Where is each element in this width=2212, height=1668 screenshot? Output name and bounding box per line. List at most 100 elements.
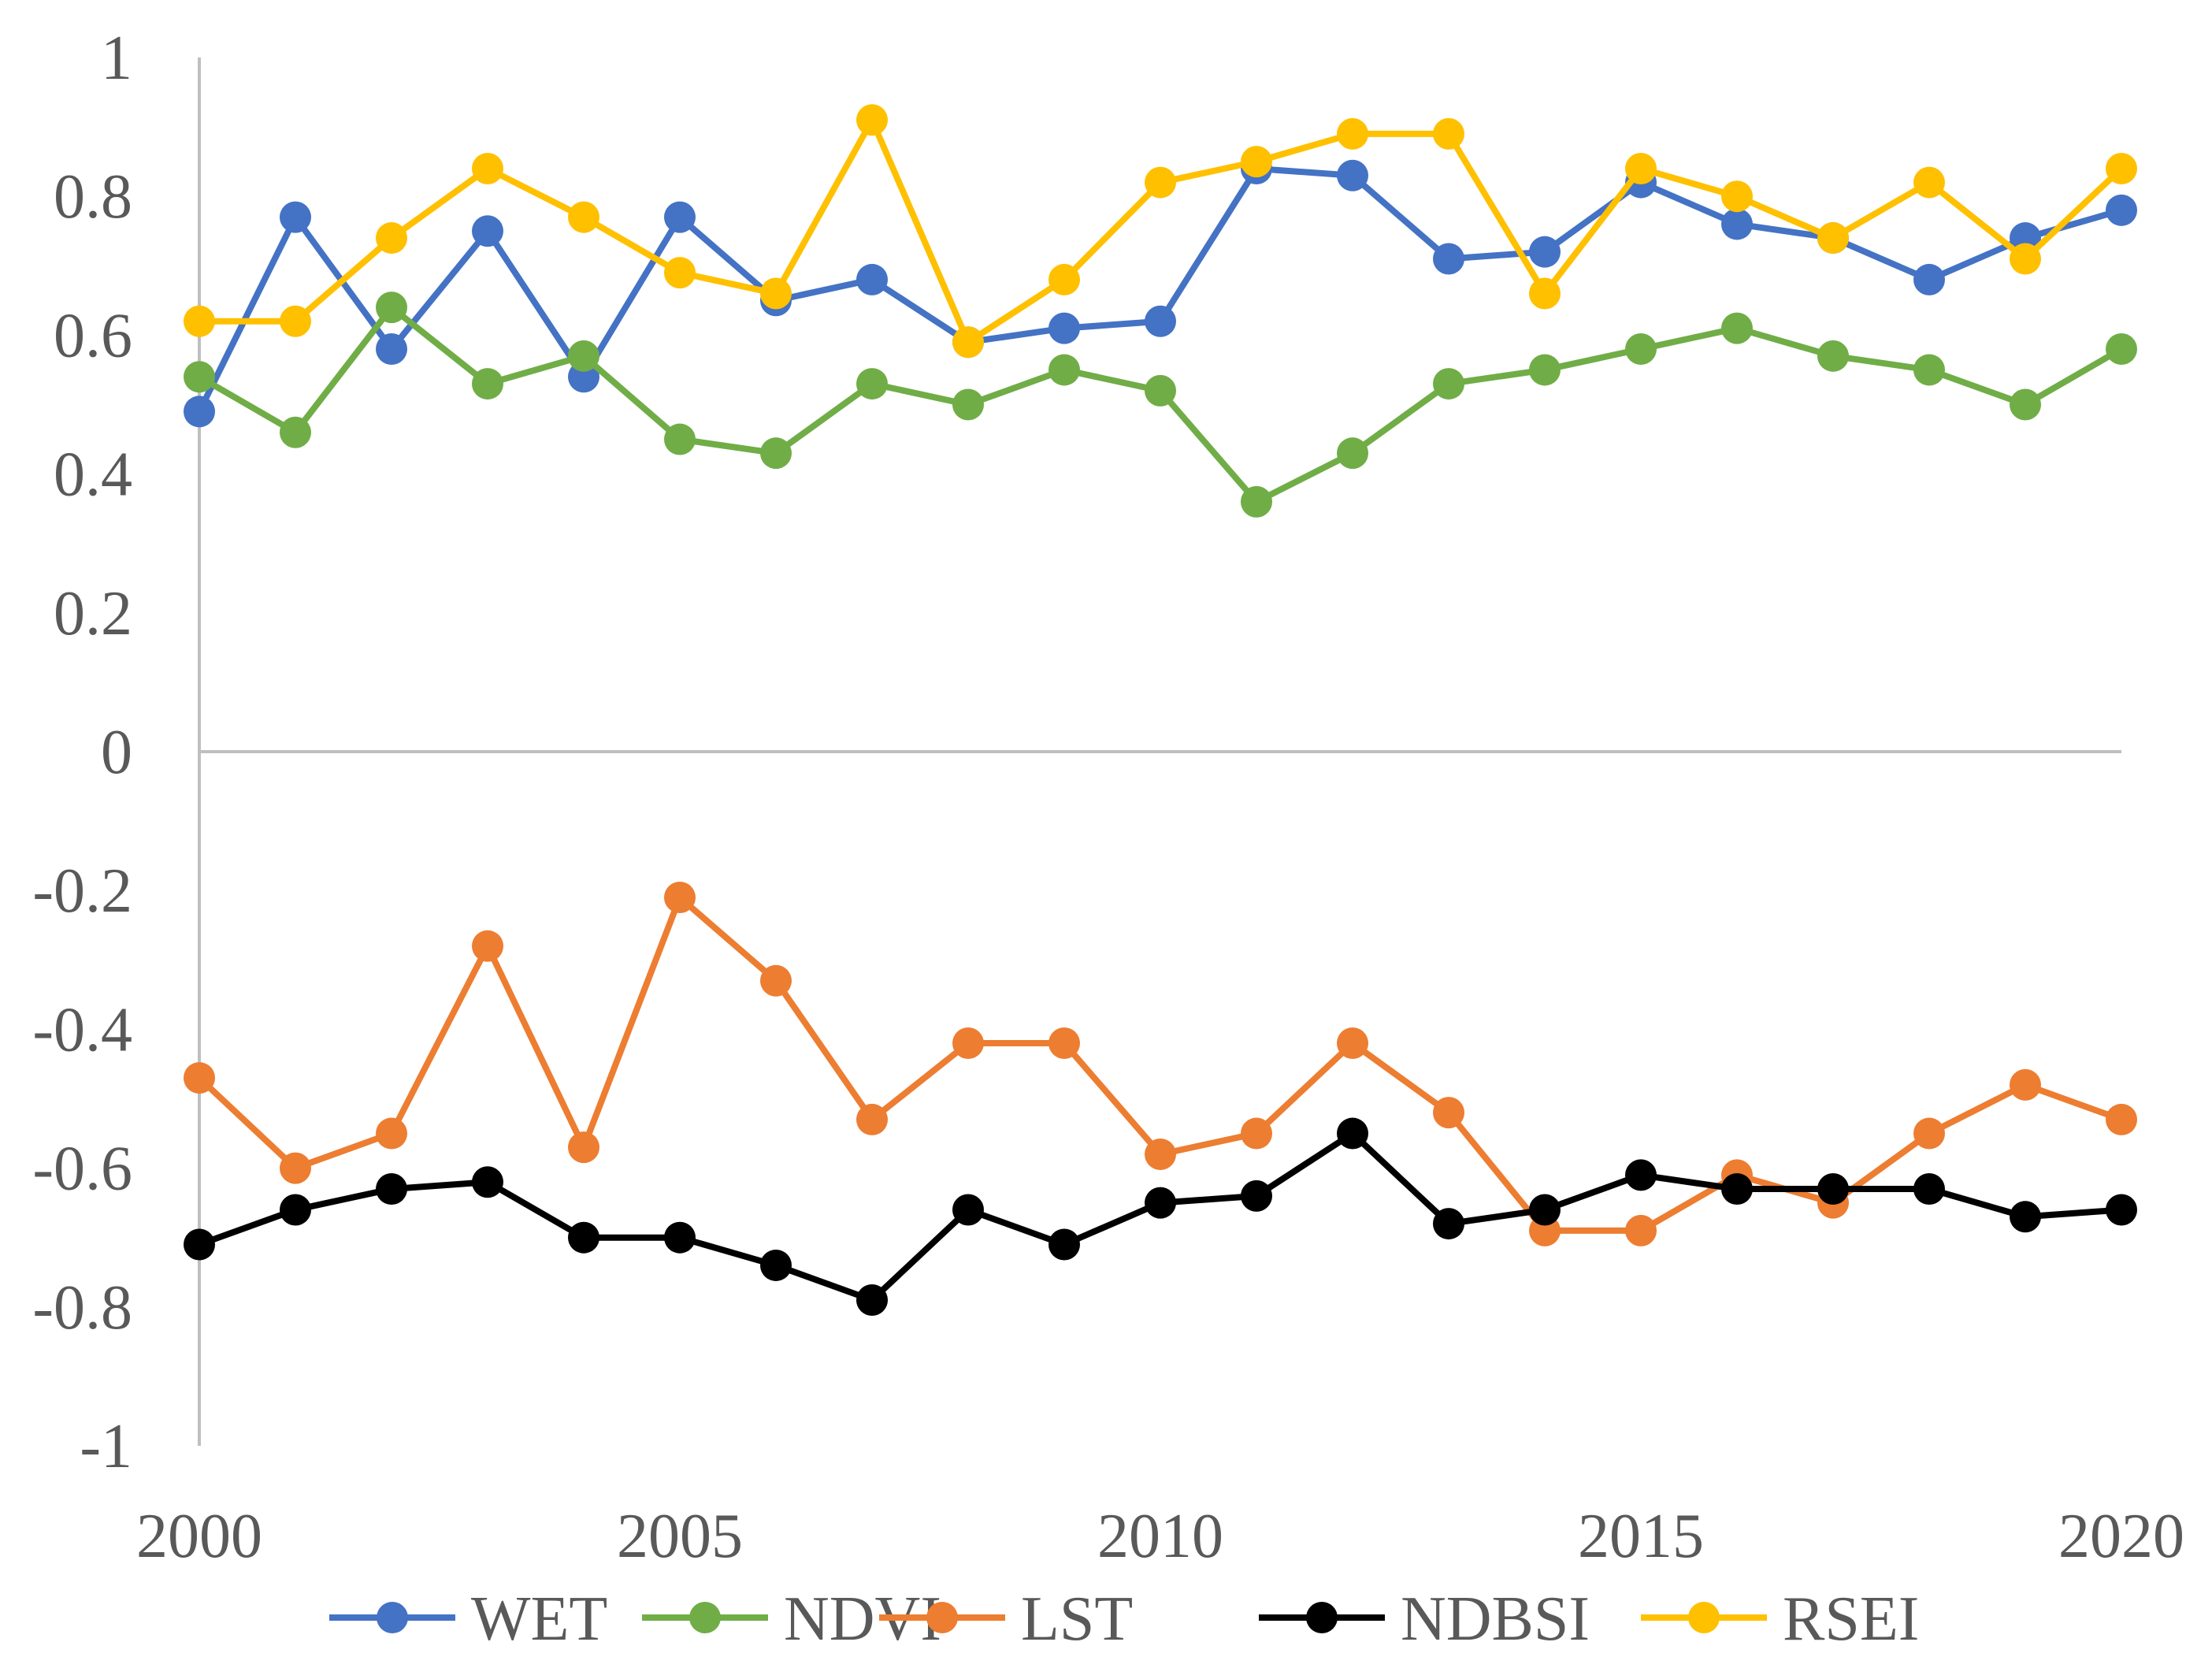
y-tick-label: 0.2: [54, 579, 132, 648]
data-point-lst: [472, 930, 503, 962]
data-point-lst: [2010, 1068, 2041, 1101]
data-point-ndvi: [1145, 374, 1176, 407]
data-point-lst: [2106, 1103, 2137, 1135]
data-point-wet: [280, 201, 311, 233]
data-point-ndvi: [952, 388, 984, 421]
data-point-lst: [856, 1103, 888, 1135]
data-point-ndvi: [1721, 312, 1753, 344]
data-point-rsei: [184, 305, 215, 337]
data-point-rsei: [2106, 152, 2137, 184]
legend-swatch-marker: [689, 1602, 721, 1633]
data-point-rsei: [952, 326, 984, 358]
data-point-rsei: [568, 201, 599, 233]
data-point-ndvi: [1625, 333, 1657, 366]
data-point-ndbsi: [2010, 1201, 2041, 1233]
y-tick-label: 0.8: [54, 162, 132, 232]
data-point-rsei: [1529, 277, 1561, 310]
data-point-ndvi: [376, 292, 407, 324]
data-point-wet: [664, 201, 696, 233]
legend-item-lst: LST: [879, 1584, 1133, 1654]
data-point-rsei: [1913, 166, 1945, 199]
data-point-wet: [376, 333, 407, 366]
data-point-rsei: [1817, 222, 1849, 254]
series-rsei: [184, 104, 2137, 358]
data-point-rsei: [376, 222, 407, 254]
data-point-ndbsi: [1625, 1159, 1657, 1191]
data-point-lst: [1048, 1027, 1080, 1060]
data-point-ndvi: [472, 368, 503, 400]
y-tick-label: 0: [101, 718, 132, 787]
data-point-ndbsi: [1817, 1173, 1849, 1205]
data-point-wet: [1529, 236, 1561, 268]
data-point-rsei: [2010, 243, 2041, 275]
x-tick-label: 2015: [1578, 1502, 1704, 1571]
data-point-ndbsi: [376, 1173, 407, 1205]
chart-legend: WET NDVI LST NDBSI RSEI: [329, 1584, 1919, 1654]
data-point-ndvi: [1433, 368, 1464, 400]
data-point-ndvi: [1241, 485, 1272, 518]
y-tick-label: -1: [80, 1412, 132, 1481]
x-tick-label: 2010: [1097, 1502, 1223, 1571]
data-point-ndbsi: [1529, 1194, 1561, 1226]
data-point-ndvi: [1529, 354, 1561, 386]
data-point-ndbsi: [1337, 1117, 1368, 1150]
legend-label: NDBSI: [1401, 1584, 1590, 1654]
data-point-rsei: [280, 305, 311, 337]
data-point-ndbsi: [184, 1228, 215, 1261]
data-point-ndvi: [664, 423, 696, 455]
y-tick-label: -0.4: [32, 995, 132, 1064]
data-point-wet: [1048, 312, 1080, 344]
legend-item-rsei: RSEI: [1641, 1584, 1919, 1654]
legend-label: RSEI: [1783, 1584, 1919, 1654]
data-point-ndvi: [1337, 437, 1368, 470]
data-point-ndbsi: [1241, 1179, 1272, 1212]
data-point-rsei: [1721, 180, 1753, 213]
data-point-ndbsi: [664, 1221, 696, 1254]
data-point-ndvi: [2106, 333, 2137, 366]
data-point-ndvi: [1817, 340, 1849, 372]
data-point-ndbsi: [856, 1284, 888, 1316]
data-point-lst: [184, 1062, 215, 1094]
data-point-wet: [1433, 243, 1464, 275]
data-point-lst: [568, 1131, 599, 1164]
y-tick-label: 1: [101, 24, 132, 93]
data-point-wet: [1337, 159, 1368, 191]
data-point-lst: [1241, 1117, 1272, 1150]
y-tick-label: -0.2: [32, 856, 132, 926]
legend-label: WET: [471, 1584, 607, 1654]
y-tick-label: -0.6: [32, 1135, 132, 1204]
data-point-ndbsi: [568, 1221, 599, 1254]
data-point-ndbsi: [2106, 1194, 2137, 1226]
data-point-ndvi: [1048, 354, 1080, 386]
data-point-rsei: [472, 152, 503, 184]
data-point-lst: [1625, 1214, 1657, 1246]
data-point-ndbsi: [1721, 1173, 1753, 1205]
y-tick-label: -0.8: [32, 1273, 132, 1343]
chart-axes: [198, 58, 2121, 1446]
chart-series: [184, 104, 2137, 1316]
legend-item-ndbsi: NDBSI: [1259, 1584, 1590, 1654]
data-point-lst: [1145, 1138, 1176, 1170]
legend-swatch-marker: [1306, 1602, 1338, 1633]
data-point-lst: [760, 964, 792, 997]
data-point-rsei: [1433, 117, 1464, 150]
data-point-ndvi: [568, 340, 599, 372]
data-point-wet: [856, 263, 888, 295]
data-point-lst: [376, 1117, 407, 1150]
data-point-lst: [1337, 1027, 1368, 1060]
data-point-ndbsi: [1433, 1208, 1464, 1240]
series-ndvi: [184, 292, 2137, 518]
data-point-wet: [184, 396, 215, 428]
x-axis-tick-labels: 2000 2005 2010 2015 2020: [136, 1502, 2184, 1571]
data-point-rsei: [760, 277, 792, 310]
data-point-rsei: [1145, 166, 1176, 199]
data-point-wet: [472, 215, 503, 247]
data-point-ndbsi: [1913, 1173, 1945, 1205]
x-tick-label: 2020: [2058, 1502, 2184, 1571]
data-point-wet: [1913, 263, 1945, 295]
legend-item-wet: WET: [329, 1584, 607, 1654]
y-axis-tick-labels: 1 0.8 0.6 0.4 0.2 0 -0.2 -0.4 -0.6 -0.8 -1: [32, 24, 132, 1481]
data-point-wet: [2106, 194, 2137, 226]
data-point-lst: [280, 1152, 311, 1184]
data-point-ndvi: [184, 361, 215, 393]
